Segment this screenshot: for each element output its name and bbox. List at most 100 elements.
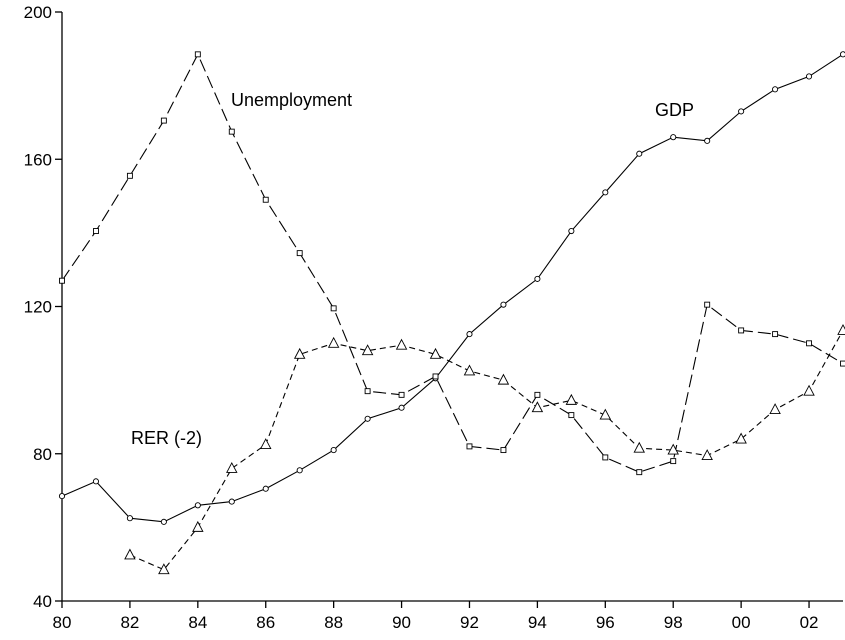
data-point-gdp xyxy=(602,189,609,196)
data-point-unemployment xyxy=(806,340,812,347)
data-point-gdp xyxy=(228,498,235,505)
x-tick-label: 92 xyxy=(460,613,479,632)
x-tick-label: 98 xyxy=(664,613,683,632)
data-point-gdp xyxy=(194,502,201,509)
data-point-unemployment xyxy=(228,128,235,135)
series-rer-2 xyxy=(124,323,845,575)
series-line-unemployment xyxy=(61,53,844,473)
data-point-unemployment xyxy=(568,412,575,419)
data-point-unemployment xyxy=(262,196,269,203)
data-point-gdp xyxy=(160,518,167,525)
series-label-gdp: GDP xyxy=(655,100,694,120)
y-tick-label: 80 xyxy=(33,445,52,464)
data-point-rer-2 xyxy=(701,449,713,461)
x-tick-label: 02 xyxy=(800,613,819,632)
y-axis-ticks: 40 80 120 160 200 xyxy=(24,3,62,611)
data-point-unemployment xyxy=(93,228,99,234)
data-point-rer-2 xyxy=(259,438,272,449)
data-point-gdp xyxy=(262,485,269,492)
series-label-unemployment: Unemployment xyxy=(231,90,352,110)
data-point-rer-2 xyxy=(158,563,170,575)
data-point-gdp xyxy=(92,478,100,485)
data-point-gdp xyxy=(364,415,371,422)
data-point-gdp xyxy=(670,134,677,141)
x-tick-label: 00 xyxy=(732,613,751,632)
x-tick-label: 84 xyxy=(188,613,207,632)
series-layer xyxy=(58,51,845,575)
x-axis-ticks: 80 82 84 86 88 90 92 94 96 98 00 02 xyxy=(53,601,819,632)
data-point-gdp xyxy=(772,86,779,93)
series-label-rer: RER (-2) xyxy=(131,428,202,448)
data-point-unemployment xyxy=(772,331,779,338)
data-point-rer-2 xyxy=(769,403,781,415)
data-point-gdp xyxy=(58,493,66,500)
data-point-unemployment xyxy=(636,469,643,476)
data-point-gdp xyxy=(398,404,405,411)
data-point-rer-2 xyxy=(803,384,815,396)
data-point-gdp xyxy=(534,275,541,282)
data-point-unemployment xyxy=(840,360,845,367)
data-point-rer-2 xyxy=(327,336,340,348)
data-point-unemployment xyxy=(194,51,201,58)
data-point-unemployment xyxy=(364,388,371,395)
y-tick-label: 120 xyxy=(24,298,52,317)
data-point-unemployment xyxy=(704,301,711,308)
data-point-rer-2 xyxy=(124,548,136,560)
x-tick-label: 96 xyxy=(596,613,615,632)
y-tick-label: 40 xyxy=(33,592,52,611)
x-tick-label: 82 xyxy=(120,613,139,632)
data-point-rer-2 xyxy=(293,347,306,359)
data-point-unemployment xyxy=(534,391,541,398)
data-point-gdp xyxy=(126,515,133,522)
data-point-gdp xyxy=(704,137,711,144)
data-point-unemployment xyxy=(670,458,677,465)
data-point-unemployment xyxy=(398,391,405,398)
data-point-unemployment xyxy=(126,172,133,179)
data-point-unemployment xyxy=(466,443,473,450)
data-point-rer-2 xyxy=(667,443,679,455)
data-point-rer-2 xyxy=(395,338,408,350)
data-point-unemployment xyxy=(432,373,439,380)
series-unemployment xyxy=(59,51,845,476)
data-point-rer-2 xyxy=(837,323,845,335)
x-tick-label: 90 xyxy=(392,613,411,632)
data-point-unemployment xyxy=(500,447,507,454)
data-point-gdp xyxy=(500,301,507,308)
data-point-unemployment xyxy=(296,250,303,257)
x-tick-label: 94 xyxy=(528,613,547,632)
data-point-rer-2 xyxy=(531,401,544,413)
data-point-rer-2 xyxy=(463,364,476,376)
data-point-unemployment xyxy=(602,454,609,461)
data-point-gdp xyxy=(738,108,745,115)
series-gdp xyxy=(58,51,845,525)
data-point-unemployment xyxy=(59,277,65,284)
data-point-rer-2 xyxy=(565,393,578,405)
data-point-gdp xyxy=(839,51,845,58)
data-point-rer-2 xyxy=(226,462,238,473)
data-point-rer-2 xyxy=(735,432,747,444)
data-point-gdp xyxy=(330,447,337,454)
axis-frame xyxy=(61,12,843,602)
data-point-gdp xyxy=(636,150,643,157)
data-point-gdp xyxy=(466,331,473,338)
data-point-rer-2 xyxy=(192,520,204,532)
x-tick-label: 88 xyxy=(324,613,343,632)
data-point-gdp xyxy=(296,467,303,474)
y-tick-label: 160 xyxy=(24,150,52,169)
data-point-rer-2 xyxy=(429,347,442,359)
data-point-unemployment xyxy=(738,327,745,334)
x-tick-label: 80 xyxy=(53,613,72,632)
data-point-rer-2 xyxy=(599,408,612,420)
data-point-rer-2 xyxy=(633,441,646,453)
data-point-unemployment xyxy=(330,305,337,312)
axes xyxy=(61,12,843,602)
y-tick-label: 200 xyxy=(24,3,52,22)
data-point-gdp xyxy=(805,73,813,80)
series-line-gdp xyxy=(61,53,844,523)
x-tick-label: 86 xyxy=(256,613,275,632)
data-point-rer-2 xyxy=(497,373,510,385)
data-point-rer-2 xyxy=(361,344,374,356)
series-line-rer-2 xyxy=(129,330,844,571)
data-point-unemployment xyxy=(160,117,167,124)
